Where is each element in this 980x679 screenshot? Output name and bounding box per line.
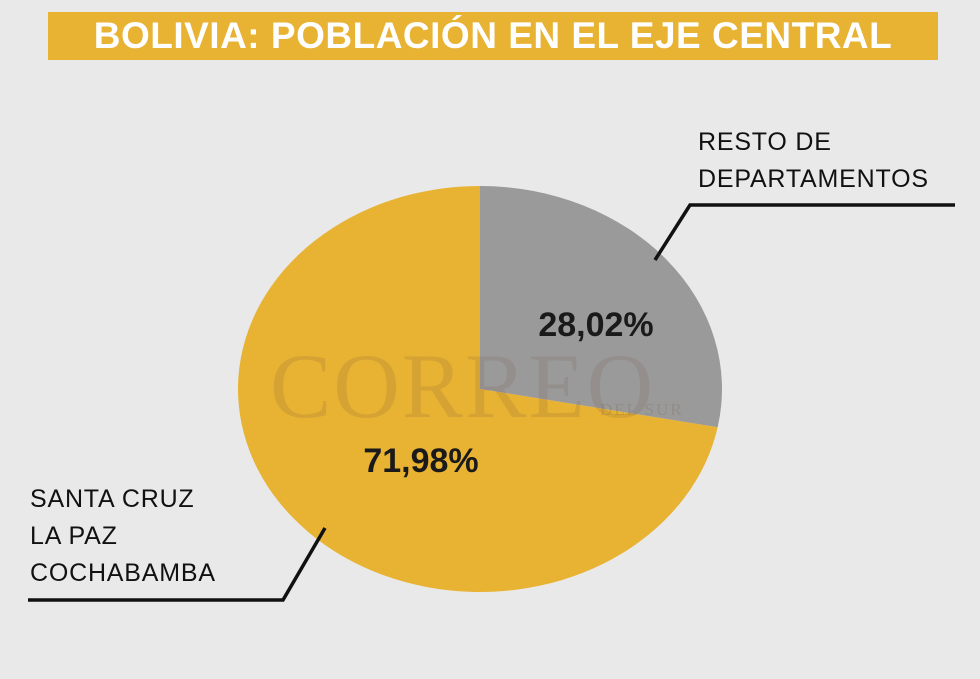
leader-line-resto [653, 203, 955, 261]
leader-line-eje-central [28, 527, 327, 602]
callout-eje-central-line-3: COCHABAMBA [30, 559, 216, 587]
slice-value-label-eje-central: 71,98% [363, 442, 478, 480]
title-banner: BOLIVIA: POBLACIÓN EN EL EJE CENTRAL [48, 12, 938, 60]
leader-lines [28, 203, 955, 602]
slice-value-label-resto: 28,02% [538, 306, 653, 344]
watermark-logo-sub: DEL SUR [600, 400, 684, 419]
pie-slice-resto [480, 186, 723, 428]
callout-eje-central: SANTA CRUZ LA PAZ COCHABAMBA [30, 481, 216, 592]
chart-title: BOLIVIA: POBLACIÓN EN EL EJE CENTRAL [93, 15, 893, 56]
pie-slice-eje-central [238, 186, 718, 593]
watermark-logo: CORREO [270, 335, 656, 437]
callout-resto-line-2: DEPARTAMENTOS [698, 165, 929, 193]
callout-resto-line-1: RESTO DE [698, 128, 832, 156]
callout-eje-central-line-2: LA PAZ [30, 522, 118, 550]
percent-labels: 28,02% 71,98% [363, 306, 653, 480]
callout-eje-central-line-1: SANTA CRUZ [30, 485, 195, 513]
callout-resto: RESTO DE DEPARTAMENTOS [698, 124, 929, 198]
pie-slices [238, 186, 723, 593]
